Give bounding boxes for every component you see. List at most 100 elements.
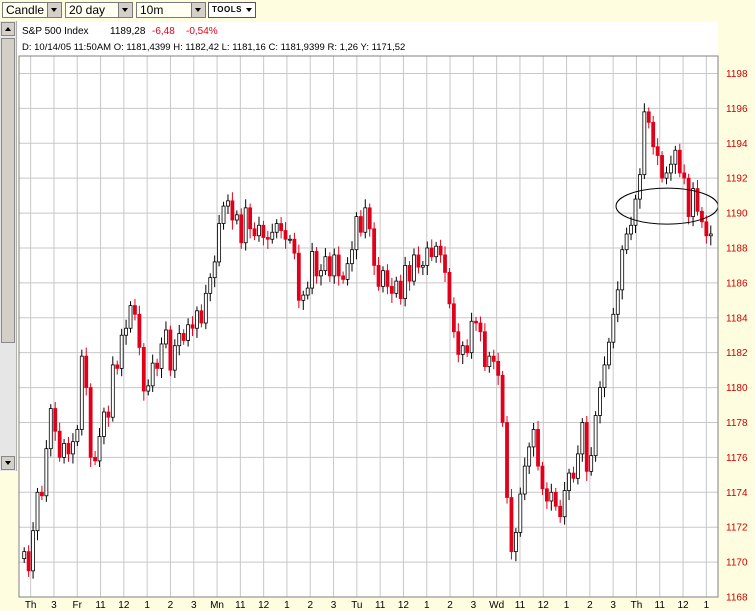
candle-body-up (97, 436, 102, 462)
candle-body-down (367, 207, 372, 230)
candle-body-down (695, 188, 700, 212)
candle-body-up (257, 224, 261, 237)
candle-body-down (190, 324, 195, 329)
x-tick-label: 2 (447, 600, 453, 611)
candle-body-up (394, 280, 399, 294)
candle-body-up (513, 532, 518, 553)
chevron-down-icon[interactable] (47, 3, 61, 17)
candle-body-down (252, 228, 257, 237)
candle-body-up (62, 443, 66, 458)
candle-body-up (243, 207, 248, 244)
candle-body-down (279, 223, 284, 231)
x-tick-label: 1 (144, 600, 150, 611)
candle-body-up (124, 327, 128, 336)
candle-body-up (221, 205, 226, 224)
candle-body-down (341, 275, 346, 280)
caret-down-icon (246, 8, 252, 12)
candle-body-up (186, 324, 191, 341)
chevron-down-icon[interactable] (191, 3, 205, 17)
tools-button[interactable]: TOOLS (208, 2, 256, 18)
x-tick-label: 11 (515, 600, 526, 611)
scroll-thumb[interactable] (1, 38, 15, 343)
candle-body-down (115, 364, 120, 369)
candle-body-up (642, 111, 647, 176)
candle-body-down (155, 362, 159, 369)
candle-body-up (79, 355, 84, 430)
candle-body-up (71, 441, 75, 455)
vertical-scrollbar[interactable] (0, 21, 17, 471)
candle-body-down (500, 374, 505, 423)
y-tick-label: 1192 (726, 174, 748, 185)
candle-body-up (589, 455, 594, 472)
candle-body-up (522, 465, 527, 495)
toolbar: Candle 20 day 10m TOOLS (0, 0, 755, 21)
candle-body-down (372, 228, 377, 266)
candle-body-up (102, 411, 106, 437)
price-change: -6,48 (152, 26, 175, 37)
y-tick-label: 1168 (726, 593, 748, 604)
candle-body-down (230, 200, 235, 221)
candle-body-up (305, 287, 310, 296)
chevron-down-icon[interactable] (118, 3, 132, 17)
candle-body-down (407, 265, 412, 282)
candle-body-down (429, 247, 434, 258)
candle-body-up (580, 422, 585, 455)
y-tick-label: 1174 (726, 488, 748, 499)
candle-body-up (629, 224, 633, 235)
x-tick-label: Th (631, 600, 643, 611)
candle-body-down (40, 491, 44, 497)
candle-body-down (456, 331, 461, 355)
candle-body-up (226, 200, 230, 207)
x-tick-label: 1 (424, 600, 430, 611)
candle-body-down (137, 313, 142, 348)
candle-body-up (420, 265, 425, 268)
candle-body-down (438, 245, 443, 256)
candle-body-up (567, 472, 571, 491)
candle-body-up (345, 263, 350, 280)
candle-body-up (611, 313, 616, 343)
candle-body-down (660, 155, 664, 179)
scroll-down-arrow-icon[interactable] (1, 456, 15, 470)
candle-body-down (474, 320, 478, 324)
candle-body-down (283, 230, 288, 240)
candle-body-down (168, 329, 173, 371)
candle-body-down (358, 216, 363, 233)
candle-body-up (607, 341, 611, 366)
y-tick-label: 1180 (726, 383, 748, 394)
x-tick-label: 2 (587, 600, 593, 611)
candle-body-down (447, 271, 452, 305)
x-tick-label: Th (25, 600, 37, 611)
scroll-up-arrow-icon[interactable] (1, 22, 15, 36)
candle-body-up (164, 329, 168, 345)
y-tick-label: 1184 (726, 313, 748, 324)
candle-body-up (403, 265, 408, 299)
candle-body-up (664, 172, 669, 179)
candle-body-up (638, 174, 642, 200)
period-select[interactable]: 20 day (65, 2, 133, 18)
y-tick-label: 1172 (726, 523, 748, 534)
candle-body-up (208, 277, 213, 294)
candle-body-down (265, 237, 270, 240)
candle-body-up (518, 493, 523, 533)
candle-body-down (314, 251, 319, 277)
candle-body-down (84, 355, 89, 388)
candle-body-up (460, 345, 465, 355)
candle-body-up (593, 415, 598, 457)
chart-type-select[interactable]: Candle (2, 2, 62, 18)
x-tick-label: Mn (210, 600, 224, 611)
candle-body-up (128, 305, 133, 329)
candle-body-up (323, 256, 328, 272)
candle-body-down (327, 256, 332, 277)
candle-body-up (412, 254, 416, 282)
candle-body-up (708, 233, 713, 237)
x-tick-label: 3 (51, 600, 57, 611)
y-tick-label: 1194 (726, 139, 748, 150)
candle-body-up (35, 491, 40, 532)
candle-body-up (110, 364, 115, 418)
candle-body-down (389, 285, 394, 294)
period-value: 20 day (69, 3, 106, 17)
candle-body-up (195, 310, 199, 329)
interval-select[interactable]: 10m (136, 2, 206, 18)
candle-body-up (75, 429, 80, 443)
candle-body-down (700, 210, 704, 223)
